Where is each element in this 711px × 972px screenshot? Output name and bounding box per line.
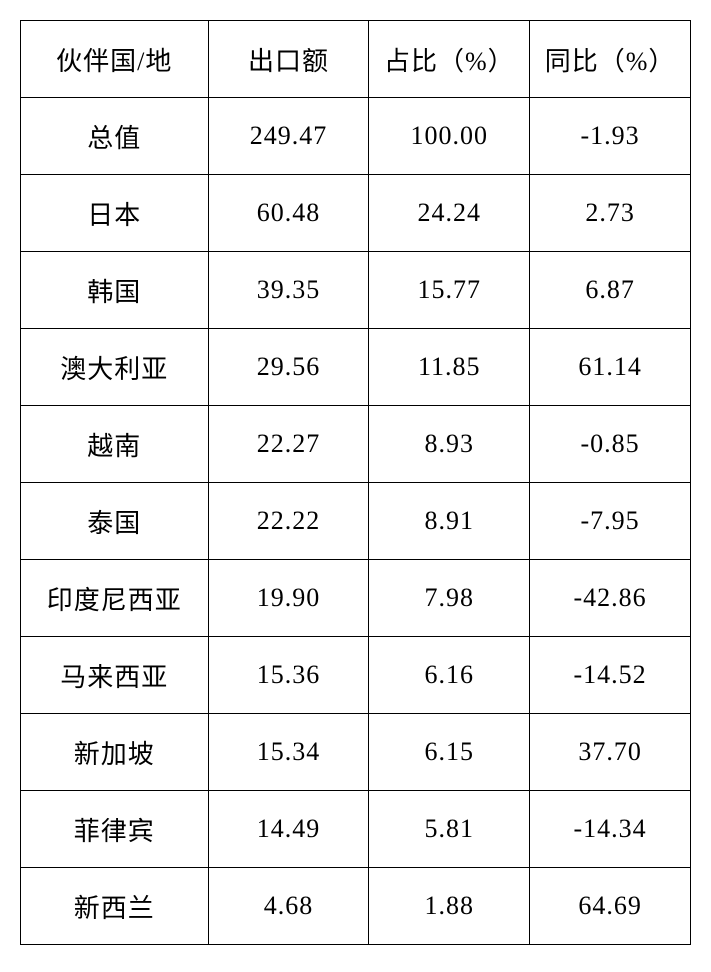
cell-export: 19.90 — [208, 560, 369, 637]
cell-export: 29.56 — [208, 329, 369, 406]
table-row: 越南 22.27 8.93 -0.85 — [21, 406, 691, 483]
cell-country: 日本 — [21, 175, 209, 252]
cell-share: 11.85 — [369, 329, 530, 406]
cell-yoy: -7.95 — [530, 483, 691, 560]
cell-export: 22.22 — [208, 483, 369, 560]
header-share: 占比（%） — [369, 21, 530, 98]
cell-country: 总值 — [21, 98, 209, 175]
table-row: 新加坡 15.34 6.15 37.70 — [21, 714, 691, 791]
cell-share: 6.16 — [369, 637, 530, 714]
table-body: 伙伴国/地 出口额 占比（%） 同比（%） 总值 249.47 100.00 -… — [21, 21, 691, 945]
cell-export: 14.49 — [208, 791, 369, 868]
cell-share: 7.98 — [369, 560, 530, 637]
cell-export: 15.36 — [208, 637, 369, 714]
table-row: 韩国 39.35 15.77 6.87 — [21, 252, 691, 329]
cell-yoy: 2.73 — [530, 175, 691, 252]
cell-yoy: -0.85 — [530, 406, 691, 483]
cell-export: 15.34 — [208, 714, 369, 791]
table-row: 马来西亚 15.36 6.16 -14.52 — [21, 637, 691, 714]
cell-yoy: -1.93 — [530, 98, 691, 175]
cell-export: 60.48 — [208, 175, 369, 252]
cell-share: 6.15 — [369, 714, 530, 791]
table-row: 泰国 22.22 8.91 -7.95 — [21, 483, 691, 560]
cell-yoy: -14.52 — [530, 637, 691, 714]
cell-country: 越南 — [21, 406, 209, 483]
cell-country: 马来西亚 — [21, 637, 209, 714]
cell-share: 15.77 — [369, 252, 530, 329]
cell-country: 澳大利亚 — [21, 329, 209, 406]
cell-share: 100.00 — [369, 98, 530, 175]
cell-share: 5.81 — [369, 791, 530, 868]
cell-export: 4.68 — [208, 868, 369, 945]
cell-country: 韩国 — [21, 252, 209, 329]
table-header-row: 伙伴国/地 出口额 占比（%） 同比（%） — [21, 21, 691, 98]
export-table: 伙伴国/地 出口额 占比（%） 同比（%） 总值 249.47 100.00 -… — [20, 20, 691, 945]
table-row: 澳大利亚 29.56 11.85 61.14 — [21, 329, 691, 406]
cell-yoy: 61.14 — [530, 329, 691, 406]
cell-country: 新西兰 — [21, 868, 209, 945]
header-yoy: 同比（%） — [530, 21, 691, 98]
cell-country: 新加坡 — [21, 714, 209, 791]
cell-country: 菲律宾 — [21, 791, 209, 868]
header-country: 伙伴国/地 — [21, 21, 209, 98]
cell-share: 1.88 — [369, 868, 530, 945]
cell-yoy: -42.86 — [530, 560, 691, 637]
cell-country: 泰国 — [21, 483, 209, 560]
table-row: 新西兰 4.68 1.88 64.69 — [21, 868, 691, 945]
cell-yoy: 6.87 — [530, 252, 691, 329]
cell-yoy: -14.34 — [530, 791, 691, 868]
cell-yoy: 37.70 — [530, 714, 691, 791]
header-export: 出口额 — [208, 21, 369, 98]
cell-country: 印度尼西亚 — [21, 560, 209, 637]
cell-share: 8.93 — [369, 406, 530, 483]
cell-export: 22.27 — [208, 406, 369, 483]
cell-export: 249.47 — [208, 98, 369, 175]
cell-share: 24.24 — [369, 175, 530, 252]
table-row: 印度尼西亚 19.90 7.98 -42.86 — [21, 560, 691, 637]
cell-share: 8.91 — [369, 483, 530, 560]
cell-yoy: 64.69 — [530, 868, 691, 945]
table-row: 日本 60.48 24.24 2.73 — [21, 175, 691, 252]
cell-export: 39.35 — [208, 252, 369, 329]
table-row: 总值 249.47 100.00 -1.93 — [21, 98, 691, 175]
table-row: 菲律宾 14.49 5.81 -14.34 — [21, 791, 691, 868]
export-table-container: 伙伴国/地 出口额 占比（%） 同比（%） 总值 249.47 100.00 -… — [20, 20, 691, 945]
